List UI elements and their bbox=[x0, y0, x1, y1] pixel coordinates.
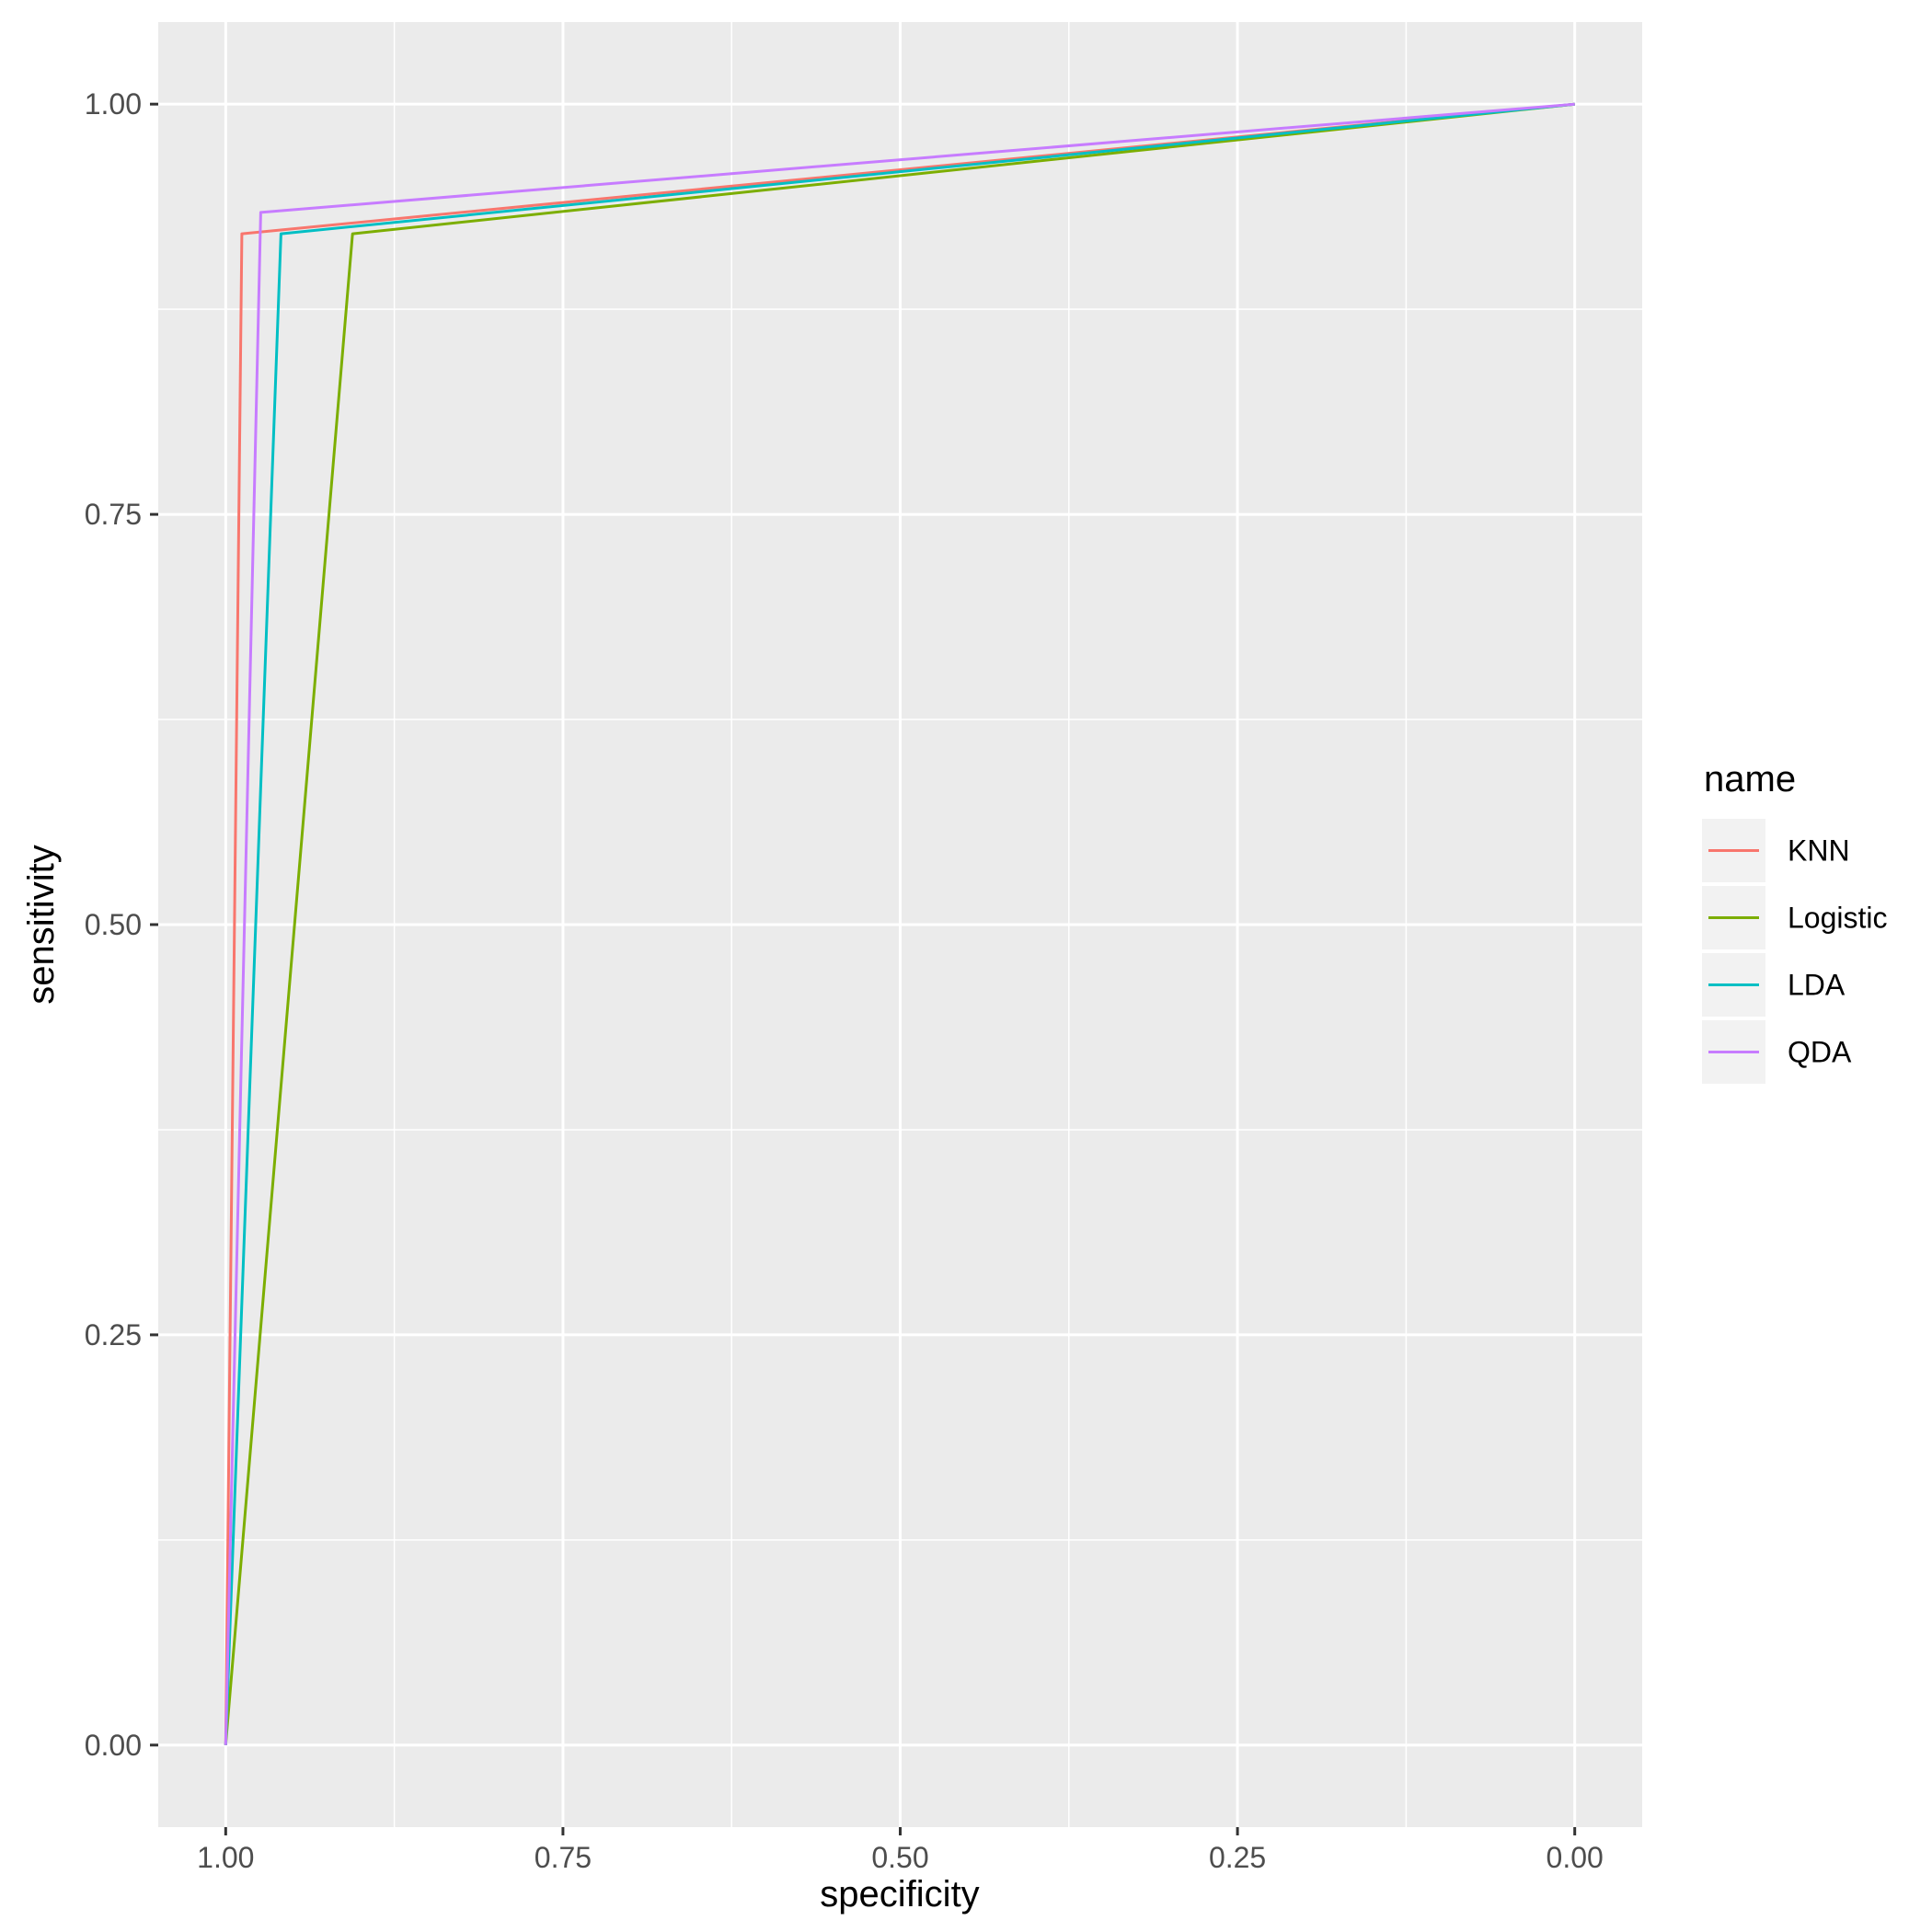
series-line-logistic bbox=[224, 102, 1575, 1745]
x-tick-label: 0.00 bbox=[1547, 1841, 1604, 1874]
x-tick-label: 0.75 bbox=[535, 1841, 592, 1874]
series-line-qda bbox=[224, 102, 1575, 1745]
series-line-lda bbox=[224, 102, 1575, 1745]
y-tick-label: 1.00 bbox=[85, 87, 142, 121]
x-tick-label: 1.00 bbox=[197, 1841, 254, 1874]
legend-title: name bbox=[1704, 759, 1796, 799]
x-tick-label: 0.50 bbox=[871, 1841, 928, 1874]
x-axis-title: specificity bbox=[820, 1874, 979, 1915]
x-axis: 1.00 0.75 0.50 0.25 0.00 bbox=[197, 1827, 1604, 1874]
y-axis: 0.00 0.25 0.50 0.75 1.00 bbox=[85, 87, 158, 1762]
legend-label-lda: LDA bbox=[1788, 969, 1846, 1002]
legend-label-qda: QDA bbox=[1788, 1036, 1852, 1069]
legend-label-knn: KNN bbox=[1788, 834, 1850, 868]
legend-label-logistic: Logistic bbox=[1788, 902, 1888, 935]
y-axis-title: sensitivity bbox=[21, 845, 62, 1004]
grid-major bbox=[158, 22, 1642, 1827]
series-layer bbox=[224, 102, 1575, 1745]
y-tick-label: 0.00 bbox=[85, 1729, 142, 1762]
y-tick-label: 0.25 bbox=[85, 1318, 142, 1351]
x-tick-label: 0.25 bbox=[1209, 1841, 1266, 1874]
y-tick-label: 0.50 bbox=[85, 908, 142, 941]
legend: name KNN Logistic LDA QDA bbox=[1702, 759, 1888, 1084]
y-tick-label: 0.75 bbox=[85, 498, 142, 531]
